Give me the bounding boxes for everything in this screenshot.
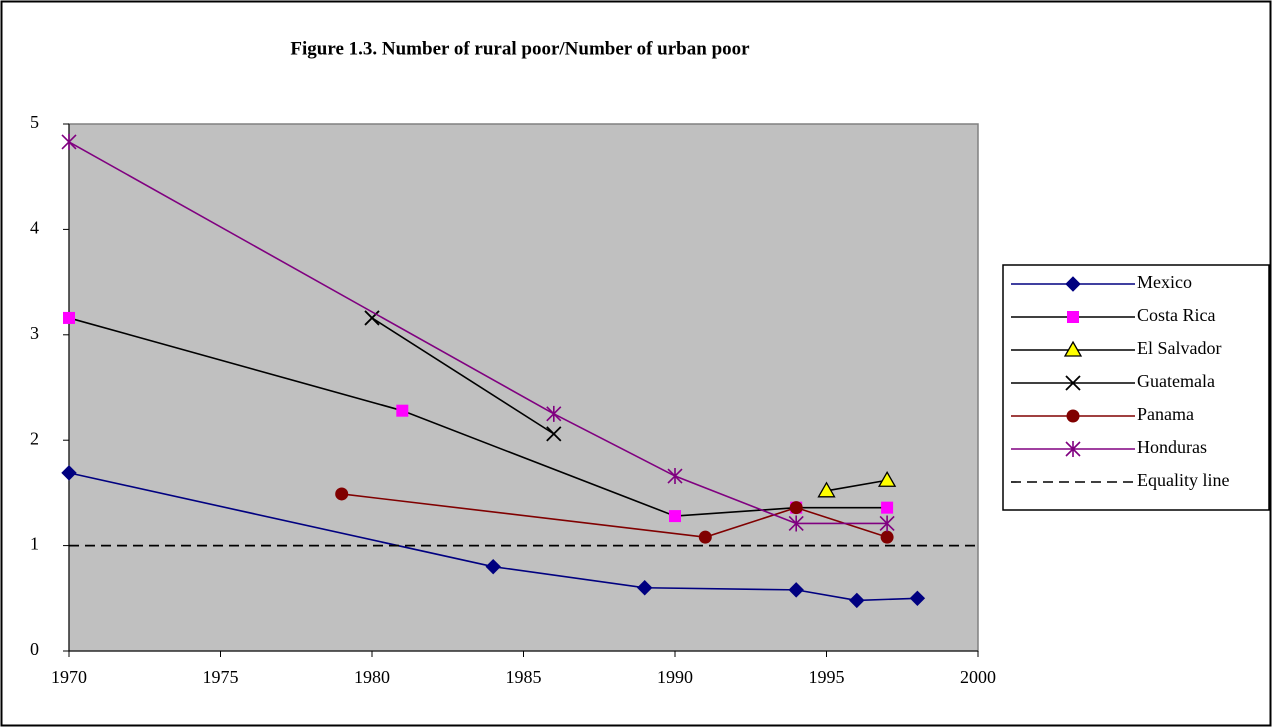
data-point — [789, 501, 803, 515]
legend-label: Honduras — [1137, 437, 1207, 457]
legend-marker — [1067, 311, 1079, 323]
legend-marker — [1065, 441, 1081, 457]
x-tick-label: 1975 — [203, 667, 239, 687]
legend-label: Mexico — [1137, 272, 1192, 292]
data-point — [546, 426, 562, 442]
data-point — [61, 133, 77, 150]
y-tick-label: 4 — [30, 218, 39, 238]
legend-label: Costa Rica — [1137, 305, 1216, 325]
legend-marker — [1065, 375, 1081, 391]
legend-marker — [1065, 276, 1081, 292]
data-point — [881, 501, 894, 514]
y-tick-label: 5 — [30, 112, 39, 132]
data-point — [335, 487, 349, 501]
x-tick-label: 1995 — [809, 667, 845, 687]
x-tick-label: 1990 — [657, 667, 693, 687]
data-point — [909, 590, 926, 607]
legend-label: Guatemala — [1137, 371, 1215, 391]
data-point — [364, 310, 380, 326]
legend-label: Equality line — [1137, 470, 1229, 490]
series-line — [371, 317, 555, 435]
legend-box — [1002, 264, 1270, 511]
legend-marker — [1063, 340, 1083, 357]
data-point — [880, 530, 894, 544]
data-point — [788, 582, 804, 598]
data-point — [879, 515, 895, 532]
y-tick-label: 1 — [30, 534, 39, 554]
x-tick-label: 1980 — [354, 667, 390, 687]
data-point — [61, 465, 77, 481]
data-point — [485, 558, 501, 575]
x-tick-label: 1985 — [506, 667, 542, 687]
data-point — [396, 404, 409, 417]
series-line — [826, 479, 888, 492]
data-point — [669, 510, 681, 523]
legend-label: El Salvador — [1137, 338, 1221, 358]
data-point — [817, 481, 836, 498]
chart-title: Figure 1.3. Number of rural poor/Number … — [290, 38, 750, 59]
data-point — [788, 515, 804, 532]
y-tick-label: 3 — [30, 323, 39, 343]
plot-area — [68, 123, 979, 652]
legend-marker — [1066, 409, 1080, 423]
data-point — [849, 592, 865, 609]
y-tick-label: 2 — [30, 428, 39, 448]
legend-label: Panama — [1137, 404, 1194, 424]
data-point — [667, 468, 683, 485]
data-point — [877, 470, 897, 487]
y-tick-label: 0 — [30, 639, 39, 659]
data-point — [698, 530, 712, 544]
series-line — [68, 472, 918, 602]
data-point — [63, 311, 75, 324]
data-point — [636, 580, 653, 596]
data-point — [546, 405, 562, 422]
series-line — [341, 493, 888, 538]
x-tick-label: 1970 — [51, 667, 87, 687]
x-tick-label: 2000 — [960, 667, 996, 687]
